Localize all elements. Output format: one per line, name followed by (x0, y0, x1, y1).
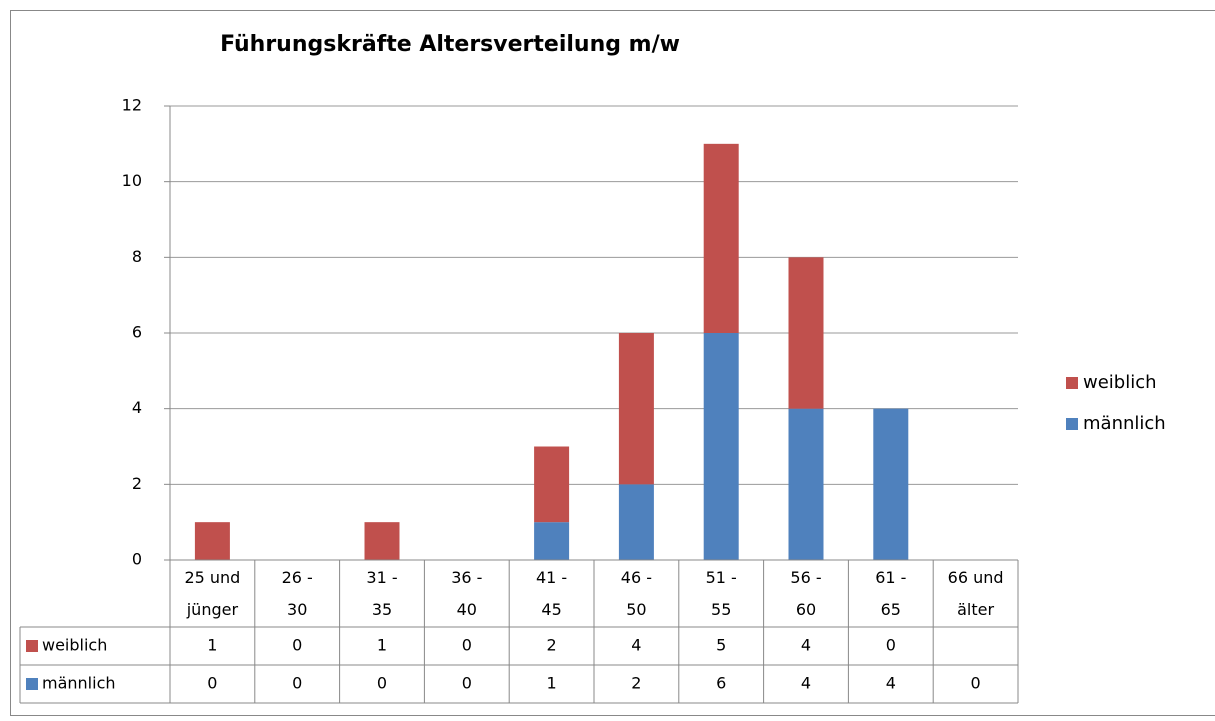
y-tick-label: 2 (132, 474, 142, 493)
y-tick-label: 0 (132, 550, 142, 569)
bar (619, 333, 654, 484)
legend-key (1066, 377, 1078, 389)
legend-label: weiblich (1083, 372, 1157, 393)
bar (704, 144, 739, 333)
table-cell: 5 (716, 636, 726, 655)
y-tick-label: 8 (132, 247, 142, 266)
bar (789, 257, 824, 408)
y-tick-label: 12 (122, 96, 142, 115)
bar (619, 484, 654, 560)
table-cell: 1 (377, 636, 387, 655)
table-cell: 4 (886, 674, 896, 693)
table-cell: 0 (886, 636, 896, 655)
table-cell: 0 (292, 636, 302, 655)
bar (195, 522, 230, 560)
table-cell: 1 (207, 636, 217, 655)
legend-label: männlich (1083, 413, 1166, 434)
bar (704, 333, 739, 560)
table-row-label: männlich (42, 674, 116, 693)
bar (789, 409, 824, 560)
bar (534, 447, 569, 523)
bar (873, 409, 908, 560)
table-cell: 0 (462, 674, 472, 693)
table-cell: 4 (801, 674, 811, 693)
table-cell: 2 (547, 636, 557, 655)
table-cell: 0 (377, 674, 387, 693)
y-tick-label: 6 (132, 323, 142, 342)
table-row-label: weiblich (42, 636, 107, 655)
table-cell: 0 (971, 674, 981, 693)
table-cell: 0 (207, 674, 217, 693)
table-cell: 0 (462, 636, 472, 655)
table-cell: 2 (631, 674, 641, 693)
bar (534, 522, 569, 560)
table-cell: 1 (547, 674, 557, 693)
table-legend-key (26, 640, 38, 652)
table-legend-key (26, 678, 38, 690)
table-cell: 4 (631, 636, 641, 655)
bar (365, 522, 400, 560)
legend-key (1066, 418, 1078, 430)
table-cell: 4 (801, 636, 811, 655)
y-tick-label: 4 (132, 398, 142, 417)
table-cell: 0 (292, 674, 302, 693)
table-cell: 6 (716, 674, 726, 693)
chart-title: Führungskräfte Altersverteilung m/w (220, 32, 680, 57)
y-tick-label: 10 (122, 171, 142, 190)
